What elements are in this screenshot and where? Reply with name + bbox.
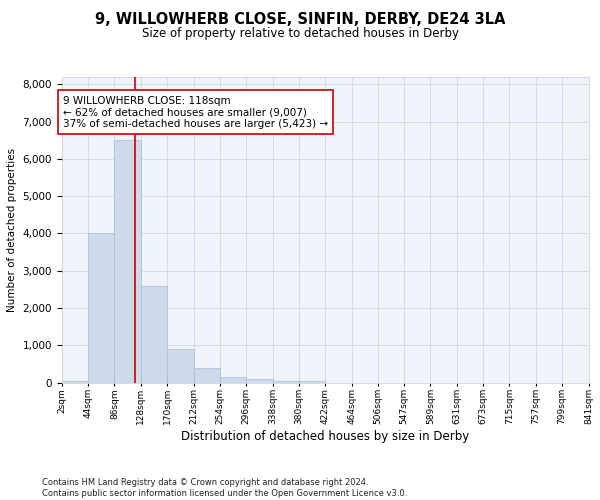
Y-axis label: Number of detached properties: Number of detached properties [7, 148, 17, 312]
Bar [247, 379, 273, 382]
Bar [273, 380, 299, 382]
Bar [194, 368, 220, 382]
Bar [115, 140, 141, 382]
Bar [62, 380, 88, 382]
Bar [88, 234, 115, 382]
Bar [299, 380, 325, 382]
Text: Size of property relative to detached houses in Derby: Size of property relative to detached ho… [142, 28, 458, 40]
Bar [141, 286, 167, 382]
Text: Contains HM Land Registry data © Crown copyright and database right 2024.
Contai: Contains HM Land Registry data © Crown c… [42, 478, 407, 498]
X-axis label: Distribution of detached houses by size in Derby: Distribution of detached houses by size … [181, 430, 469, 443]
Text: 9, WILLOWHERB CLOSE, SINFIN, DERBY, DE24 3LA: 9, WILLOWHERB CLOSE, SINFIN, DERBY, DE24… [95, 12, 505, 28]
Bar [220, 377, 247, 382]
Text: 9 WILLOWHERB CLOSE: 118sqm
← 62% of detached houses are smaller (9,007)
37% of s: 9 WILLOWHERB CLOSE: 118sqm ← 62% of deta… [63, 96, 328, 129]
Bar [167, 349, 194, 382]
